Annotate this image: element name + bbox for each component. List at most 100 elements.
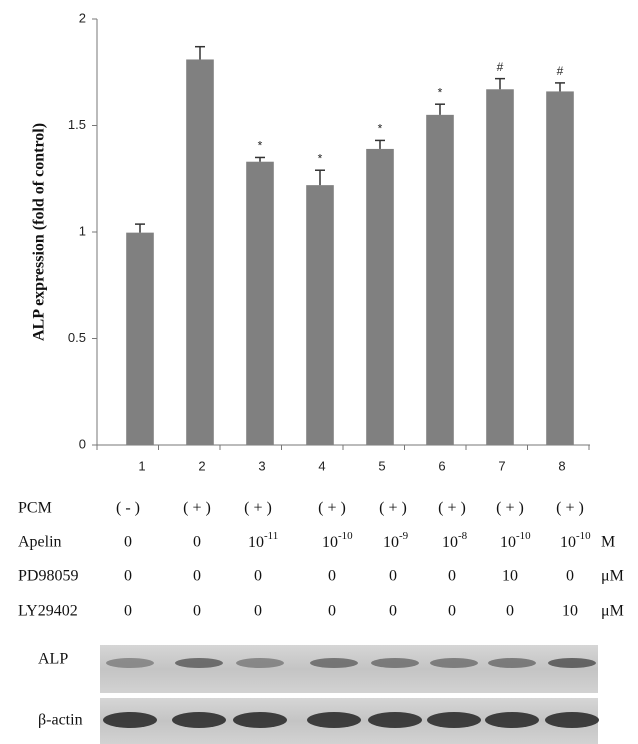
- alp-band: [371, 658, 419, 668]
- annotation: *: [378, 122, 383, 136]
- bar: [246, 161, 274, 445]
- table-cell: 0: [448, 603, 456, 620]
- cell-exponent: -10: [576, 530, 591, 542]
- table-cell: ( + ): [318, 500, 346, 517]
- cell-base: 10: [560, 534, 576, 551]
- row-unit: μM: [601, 603, 624, 620]
- table-cell: 10: [502, 568, 518, 585]
- actin-band: [545, 712, 599, 728]
- cell-base: 10: [383, 534, 399, 551]
- error-bar: [195, 45, 205, 60]
- error-bar: [435, 103, 445, 115]
- x-tick-label: 2: [198, 458, 205, 473]
- annotation: *: [318, 151, 323, 165]
- error-bar: [375, 139, 385, 149]
- actin-band: [427, 712, 481, 728]
- annotation: *: [438, 85, 443, 99]
- table-cell: 0: [254, 603, 262, 620]
- annotation: #: [557, 64, 564, 78]
- error-bar: [255, 156, 265, 162]
- row-label: PCM: [18, 500, 52, 517]
- table-cell: 0: [506, 603, 514, 620]
- alp-band: [310, 658, 358, 668]
- alp-band: [548, 658, 596, 668]
- blot-label: ALP: [38, 651, 68, 668]
- table-cell: 10-10: [560, 530, 591, 551]
- cell-exponent: -8: [458, 530, 468, 542]
- table-cell: ( + ): [244, 500, 272, 517]
- table-cell: 0: [389, 568, 397, 585]
- actin-band: [368, 712, 422, 728]
- table-cell: 10-8: [442, 530, 468, 551]
- blot-label: β-actin: [38, 712, 83, 729]
- cell-base: 10: [322, 534, 338, 551]
- cell-exponent: -10: [338, 530, 353, 542]
- x-tick-label: 1: [138, 458, 145, 473]
- actin-band: [103, 712, 157, 728]
- table-cell: ( + ): [183, 500, 211, 517]
- table-cell: 0: [193, 534, 201, 551]
- cell-base: 10: [442, 534, 458, 551]
- cell-base: 10: [500, 534, 516, 551]
- error-bar: [555, 82, 565, 92]
- table-cell: 10-10: [500, 530, 531, 551]
- error-bar: [135, 223, 145, 233]
- y-axis-label: ALP expression (fold of control): [31, 123, 48, 341]
- table-cell: 10-11: [248, 530, 278, 551]
- alp-band: [236, 658, 284, 668]
- table-cell: 0: [193, 603, 201, 620]
- error-bar: [495, 77, 505, 90]
- row-label: Apelin: [18, 534, 62, 551]
- table-cell: 0: [328, 603, 336, 620]
- alp-band: [175, 658, 223, 668]
- y-tick-label: 1.5: [68, 117, 86, 132]
- alp-band: [430, 658, 478, 668]
- y-tick-label: 2: [79, 10, 86, 25]
- alp-blot: [100, 645, 598, 693]
- table-cell: ( + ): [556, 500, 584, 517]
- table-cell: 0: [124, 603, 132, 620]
- actin-band: [307, 712, 361, 728]
- row-unit: μM: [601, 568, 624, 585]
- table-cell: ( + ): [496, 500, 524, 517]
- table-cell: 0: [124, 568, 132, 585]
- table-cell: 0: [254, 568, 262, 585]
- table-cell: 0: [193, 568, 201, 585]
- bar: [426, 114, 454, 445]
- table-cell: 0: [389, 603, 397, 620]
- bar: [306, 185, 334, 445]
- table-cell: 0: [328, 568, 336, 585]
- alp-band: [106, 658, 154, 668]
- x-tick-label: 7: [498, 458, 505, 473]
- cell-exponent: -11: [264, 530, 278, 542]
- row-label: PD98059: [18, 568, 78, 585]
- table-cell: 0: [448, 568, 456, 585]
- x-tick-label: 3: [258, 458, 265, 473]
- table-cell: 10-10: [322, 530, 353, 551]
- table-cell: 10-9: [383, 530, 409, 551]
- cell-exponent: -10: [516, 530, 531, 542]
- row-label: LY29402: [18, 603, 78, 620]
- actin-band: [172, 712, 226, 728]
- bar: [486, 89, 514, 445]
- bar: [546, 91, 574, 446]
- y-tick-label: 0: [79, 436, 86, 451]
- x-tick-label: 5: [378, 458, 385, 473]
- bar: [186, 59, 214, 445]
- table-cell: ( - ): [116, 500, 140, 517]
- x-tick-label: 4: [318, 458, 325, 473]
- cell-exponent: -9: [399, 530, 409, 542]
- annotation: *: [258, 139, 263, 153]
- actin-band: [485, 712, 539, 728]
- error-bar: [315, 169, 325, 186]
- alp-band: [488, 658, 536, 668]
- actin-band: [233, 712, 287, 728]
- y-tick-label: 1: [79, 223, 86, 238]
- table-cell: 10: [562, 603, 578, 620]
- x-tick-label: 6: [438, 458, 445, 473]
- cell-base: 10: [248, 534, 264, 551]
- y-tick-label: 0.5: [68, 330, 86, 345]
- bar: [366, 148, 394, 445]
- annotation: #: [497, 60, 504, 74]
